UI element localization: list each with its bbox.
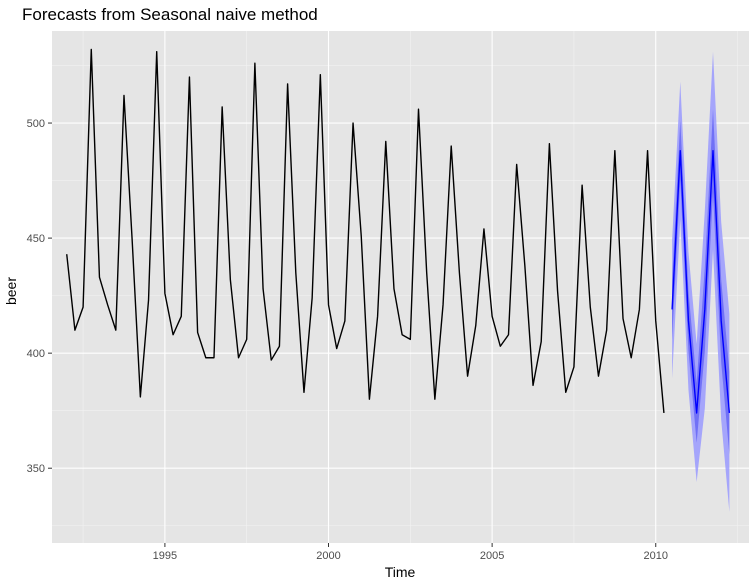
y-tick-label: 500 [27, 118, 45, 130]
x-tick-label: 1995 [153, 550, 177, 562]
axis-ticks [48, 122, 657, 547]
y-axis-title: beer [3, 277, 19, 305]
x-tick-label: 2010 [643, 550, 667, 562]
forecast-line [671, 149, 731, 414]
y-tick-label: 350 [27, 463, 45, 475]
x-tick-labels: 1995 2000 2005 2010 [153, 550, 668, 562]
grid-major [52, 31, 749, 543]
y-tick-label: 450 [27, 233, 45, 245]
x-tick-label: 2005 [480, 550, 504, 562]
actual-series [66, 48, 665, 414]
plot-panel [52, 31, 749, 543]
y-tick-labels: 350 400 450 500 [27, 118, 45, 475]
chart-title: Forecasts from Seasonal naive method [22, 5, 318, 24]
x-axis-title: Time [385, 564, 416, 580]
forecast-series [671, 149, 731, 414]
actual-line [66, 48, 665, 414]
grid-minor [52, 31, 749, 543]
x-tick-label: 2000 [316, 550, 340, 562]
y-tick-label: 400 [27, 348, 45, 360]
